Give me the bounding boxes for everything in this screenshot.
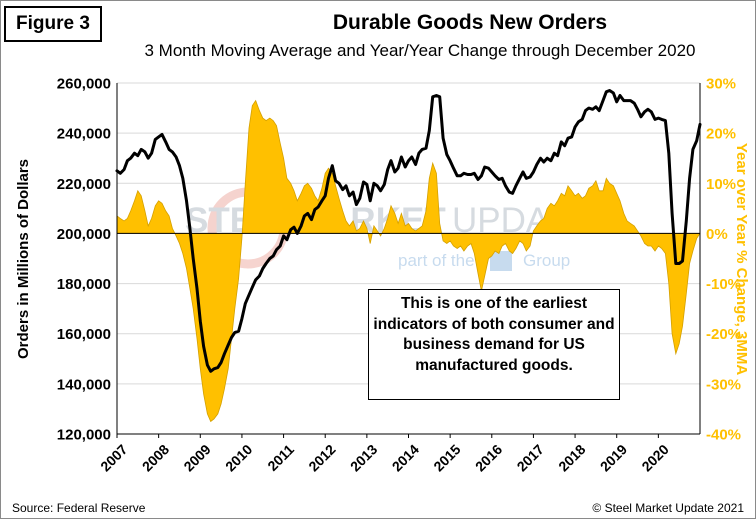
x-tick-label: 2014 — [389, 441, 422, 474]
x-tick-label: 2020 — [638, 441, 671, 474]
x-axis-tick-labels: 2007 2008 2009 2010 2011 2012 2013 2014 2015 2016… — [97, 434, 672, 475]
copyright-note: © Steel Market Update 2021 — [592, 501, 744, 515]
watermark-group: Group — [523, 251, 570, 270]
y2-tick-label: -40% — [706, 427, 741, 444]
y-tick-label: 220,000 — [57, 176, 111, 193]
annotation-note: This is one of the earliest indicators o… — [368, 289, 620, 400]
y2-tick-label: 10% — [706, 176, 736, 193]
watermark-group-icon — [490, 251, 512, 271]
x-tick-label: 2017 — [514, 441, 547, 474]
x-tick-label: 2009 — [180, 441, 213, 474]
y-tick-label: 120,000 — [57, 427, 111, 444]
source-note: Source: Federal Reserve — [12, 501, 146, 515]
x-tick-label: 2008 — [139, 441, 172, 474]
x-tick-label: 2010 — [222, 441, 255, 474]
y-tick-label: 240,000 — [57, 126, 111, 143]
chart-title: Durable Goods New Orders — [332, 11, 608, 34]
y2-tick-label: 30% — [706, 76, 736, 93]
y2-tick-label: 20% — [706, 126, 736, 143]
x-tick-label: 2015 — [430, 441, 463, 474]
y2-axis-title: Year over Year % Change, 3MMA — [733, 143, 750, 375]
orders-line — [115, 89, 702, 373]
y2-tick-label: 0% — [706, 226, 728, 243]
y-tick-label: 140,000 — [57, 376, 111, 393]
x-tick-label: 2011 — [264, 441, 297, 474]
watermark-part-of: part of the — [398, 251, 475, 270]
y2-tick-label: -10% — [706, 276, 741, 293]
orders-line-series — [115, 89, 702, 373]
x-tick-label: 2018 — [555, 441, 588, 474]
left-axis-tick-labels: 260,000 240,000 220,000 200,000 180,000 160,0… — [57, 76, 111, 444]
y-axis-title: Orders in Millions of Dollars — [15, 159, 32, 359]
right-axis-tick-labels: 30% 20% 10% 0% -10% -20% -30% -40% — [706, 76, 741, 444]
y-tick-label: 180,000 — [57, 276, 111, 293]
y-tick-label: 160,000 — [57, 326, 111, 343]
y-tick-label: 200,000 — [57, 226, 111, 243]
yoy-area — [116, 99, 701, 423]
yoy-area-series — [116, 99, 701, 423]
y-tick-label: 260,000 — [57, 76, 111, 93]
y2-tick-label: -30% — [706, 376, 741, 393]
x-tick-label: 2012 — [305, 441, 338, 474]
figure-label: Figure 3 — [4, 6, 102, 42]
x-tick-label: 2013 — [347, 441, 380, 474]
x-tick-label: 2007 — [97, 441, 130, 474]
x-tick-label: 2016 — [472, 441, 505, 474]
y2-tick-label: -20% — [706, 326, 741, 343]
x-tick-label: 2019 — [597, 441, 630, 474]
chart-subtitle: 3 Month Moving Average and Year/Year Cha… — [144, 41, 696, 60]
